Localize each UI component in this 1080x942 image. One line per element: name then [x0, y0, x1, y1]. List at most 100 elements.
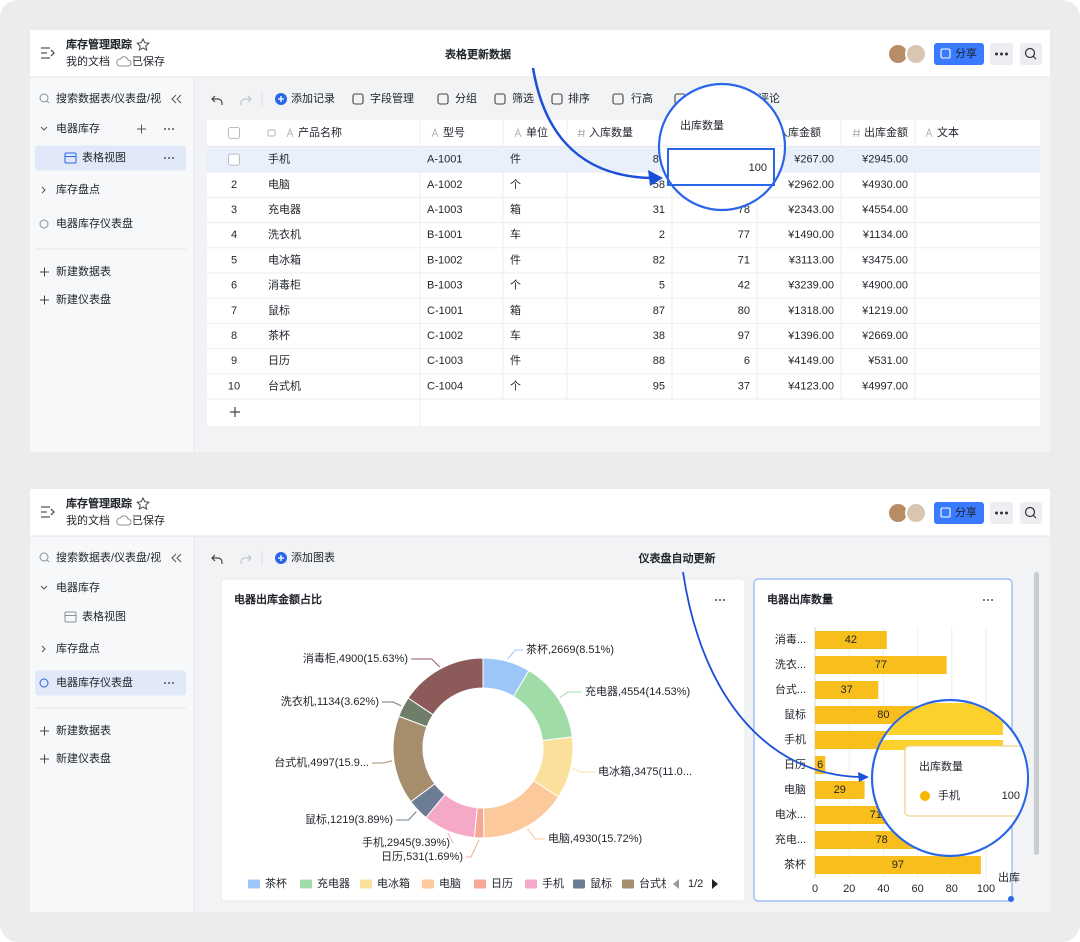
- table-cell[interactable]: 日历: [268, 354, 290, 367]
- table-cell[interactable]: 车: [510, 227, 521, 241]
- table-cell[interactable]: ¥2343.00: [787, 204, 834, 216]
- legend-label[interactable]: 茶杯: [265, 876, 287, 890]
- table-cell[interactable]: 件: [510, 354, 521, 367]
- table-cell[interactable]: 充电器: [268, 202, 301, 216]
- legend-label[interactable]: 手机: [542, 876, 564, 890]
- toolbar-button[interactable]: 字段管理: [370, 91, 414, 105]
- legend-label[interactable]: 日历: [491, 877, 513, 890]
- sidebar-search[interactable]: 搜索数据表/仪表盘/视图: [56, 550, 172, 564]
- table-cell[interactable]: 洗衣机: [268, 227, 301, 241]
- toolbar-button[interactable]: 分组: [455, 91, 477, 105]
- table-cell[interactable]: 87: [653, 305, 665, 317]
- legend-next[interactable]: [712, 879, 718, 889]
- table-cell[interactable]: ¥2945.00: [861, 154, 908, 166]
- bar[interactable]: [815, 781, 865, 799]
- table-cell[interactable]: ¥3113.00: [788, 254, 834, 266]
- star-icon[interactable]: [136, 37, 150, 51]
- table-cell[interactable]: 电脑: [268, 178, 290, 191]
- table-cell[interactable]: C-1002: [427, 330, 463, 342]
- column-header[interactable]: 单位: [526, 125, 548, 139]
- table-cell[interactable]: 个: [510, 178, 521, 191]
- table-cell[interactable]: 31: [653, 204, 665, 216]
- column-header[interactable]: 出库金额: [864, 125, 908, 139]
- table-cell[interactable]: A-1003: [427, 204, 462, 216]
- checkbox[interactable]: [228, 127, 240, 139]
- bar[interactable]: [815, 681, 879, 699]
- table-cell[interactable]: 42: [738, 280, 750, 292]
- table-cell[interactable]: A-1002: [427, 179, 462, 191]
- table-cell[interactable]: A-1001: [427, 154, 462, 166]
- toolbar-button[interactable]: 排序: [568, 91, 590, 105]
- sidebar-item[interactable]: 电器库存: [56, 580, 100, 594]
- table-cell[interactable]: ¥1219.00: [861, 305, 908, 317]
- sidebar-action[interactable]: 新建数据表: [56, 723, 111, 737]
- table-cell[interactable]: C-1001: [427, 305, 463, 317]
- table-cell[interactable]: 38: [653, 330, 665, 342]
- sidebar-item[interactable]: 库存盘点: [56, 641, 100, 655]
- table-cell[interactable]: ¥4930.00: [861, 179, 908, 191]
- table-cell[interactable]: 台式机: [268, 378, 301, 392]
- table-cell[interactable]: 手机: [268, 152, 290, 166]
- table-cell[interactable]: 71: [738, 254, 750, 266]
- table-cell[interactable]: 电冰箱: [268, 252, 301, 266]
- legend-label[interactable]: 电脑: [439, 877, 461, 890]
- add-row-icon[interactable]: [230, 407, 240, 417]
- collapse-icon[interactable]: [171, 94, 182, 104]
- table-cell[interactable]: B-1003: [427, 280, 462, 292]
- legend-label[interactable]: 鼠标: [590, 876, 612, 890]
- sidebar-item[interactable]: 库存盘点: [56, 182, 100, 196]
- column-header[interactable]: 文本: [937, 125, 959, 139]
- undo-icon[interactable]: [211, 554, 223, 564]
- bar[interactable]: [815, 756, 826, 774]
- sidebar-action[interactable]: 新建仪表盘: [56, 292, 111, 306]
- sidebar-action[interactable]: 新建仪表盘: [56, 751, 111, 765]
- table-cell[interactable]: ¥4997.00: [861, 380, 908, 392]
- table-cell[interactable]: ¥1318.00: [787, 305, 834, 317]
- table-cell[interactable]: ¥1396.00: [787, 330, 834, 342]
- table-cell[interactable]: 37: [738, 380, 750, 392]
- bar[interactable]: [815, 656, 947, 674]
- pie-slice[interactable]: [407, 657, 484, 716]
- table-cell[interactable]: 箱: [510, 202, 521, 216]
- table-cell[interactable]: 5: [659, 280, 665, 292]
- legend-prev[interactable]: [673, 879, 679, 889]
- legend-label[interactable]: 台式机: [639, 876, 672, 890]
- sidebar-item[interactable]: 电器库存仪表盘: [56, 216, 133, 230]
- bar[interactable]: [815, 856, 981, 874]
- table-cell[interactable]: C-1003: [427, 355, 463, 367]
- table-cell[interactable]: ¥1490.00: [787, 229, 834, 241]
- table-cell[interactable]: 鼠标: [268, 303, 290, 317]
- sidebar-item[interactable]: 电器库存: [56, 121, 100, 135]
- table-cell[interactable]: 88: [653, 355, 665, 367]
- search-button[interactable]: [1020, 43, 1042, 65]
- toolbar-button[interactable]: 添加图表: [291, 550, 335, 564]
- table-cell[interactable]: ¥4149.00: [787, 355, 834, 367]
- column-header[interactable]: 入库金额: [777, 125, 821, 139]
- toolbar-button[interactable]: 筛选: [512, 91, 534, 105]
- sidebar-search[interactable]: 搜索数据表/仪表盘/视图: [56, 91, 172, 105]
- menu-icon[interactable]: [41, 506, 55, 518]
- table-cell[interactable]: 茶杯: [268, 328, 290, 342]
- table-cell[interactable]: 个: [510, 379, 521, 392]
- table-cell[interactable]: 个: [510, 279, 521, 292]
- table-cell[interactable]: 77: [738, 229, 750, 241]
- column-header[interactable]: 产品名称: [298, 125, 342, 139]
- sidebar-item[interactable]: 表格视图: [82, 150, 126, 164]
- table-cell[interactable]: 6: [744, 355, 750, 367]
- bar[interactable]: [815, 631, 887, 649]
- table-cell[interactable]: 件: [510, 153, 521, 166]
- table-cell[interactable]: 车: [510, 328, 521, 342]
- table-cell[interactable]: 97: [738, 330, 750, 342]
- toolbar-button[interactable]: 添加记录: [291, 91, 335, 105]
- collapse-icon[interactable]: [171, 553, 182, 563]
- table-cell[interactable]: C-1004: [427, 380, 463, 392]
- sidebar-item[interactable]: 电器库存仪表盘: [56, 675, 133, 689]
- legend-label[interactable]: 充电器: [317, 876, 350, 890]
- table-cell[interactable]: ¥2962.00: [787, 179, 834, 191]
- table-cell[interactable]: 95: [653, 380, 665, 392]
- table-cell[interactable]: 82: [653, 254, 665, 266]
- table-cell[interactable]: ¥1134.00: [862, 229, 908, 241]
- table-cell[interactable]: ¥3239.00: [787, 280, 834, 292]
- table-cell[interactable]: ¥4123.00: [787, 380, 834, 392]
- table-cell[interactable]: ¥267.00: [793, 154, 834, 166]
